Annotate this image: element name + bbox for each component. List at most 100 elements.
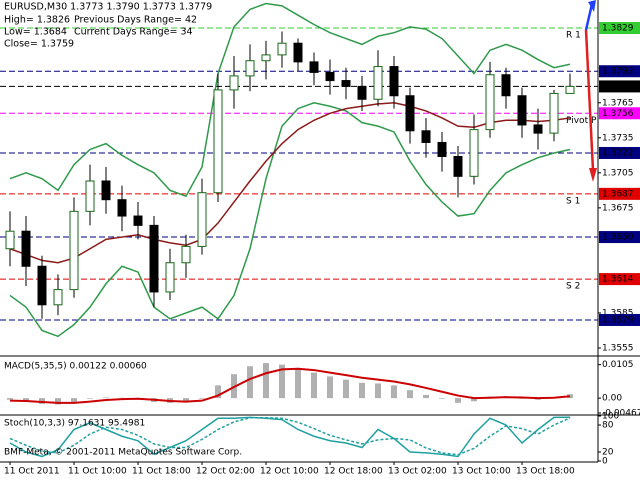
candle-body <box>101 180 111 201</box>
y-tick-label: 1.3735 <box>602 133 634 143</box>
info: Close= 1.3759 <box>4 39 74 50</box>
y-tick-label: 0 <box>602 457 608 467</box>
macd-bar <box>391 385 397 399</box>
macd-bar <box>215 385 221 399</box>
copyright: BMF-Meta, © 2001-2011 MetaQuotes Softwar… <box>4 448 242 458</box>
down-arrow <box>584 29 595 171</box>
y-tick-label: 100 <box>602 412 619 422</box>
macd-bar <box>407 390 413 399</box>
level-label: 1.3687 <box>602 189 634 199</box>
candle-body <box>389 66 399 97</box>
candle-body <box>357 85 367 100</box>
macd-bar <box>183 398 189 402</box>
macd-title: MACD(5,35,5) 0.00122 0.00060 <box>4 362 147 372</box>
candle-body <box>69 210 79 291</box>
candle-body <box>21 230 31 267</box>
y-tick-label: -0.00467 <box>602 409 640 419</box>
x-tick-label: 13 Oct 02:00 <box>388 467 447 477</box>
candle-body <box>213 89 223 194</box>
macd-bar <box>439 398 445 399</box>
x-tick-label: 11 Oct 2011 <box>4 467 60 477</box>
y-tick-label: 80 <box>602 421 614 431</box>
indicator-line <box>9 367 571 404</box>
candle-body <box>5 230 15 250</box>
level-name: R 1 <box>566 31 581 41</box>
x-tick-label: 12 Oct 18:00 <box>324 467 383 477</box>
level-label: 1.3829 <box>602 24 634 34</box>
x-tick-label: 13 Oct 18:00 <box>516 467 575 477</box>
candle-body <box>149 224 159 293</box>
y-tick-label: 0.0105 <box>602 360 634 370</box>
level-label: 1.3579 <box>602 315 634 325</box>
down-arrow-head <box>589 168 597 182</box>
level-label: 1.3792 <box>602 67 634 77</box>
candle-body <box>117 199 127 217</box>
up-arrow-head <box>588 0 596 12</box>
info: High= 1.3826 <box>4 15 70 26</box>
candle-body <box>245 60 255 77</box>
candle-body <box>533 124 543 134</box>
macd-bar <box>359 382 365 399</box>
candle-body <box>325 71 335 82</box>
candle-body <box>453 155 463 177</box>
level-name: S 1 <box>566 196 580 206</box>
candle-body <box>85 180 95 212</box>
macd-bar <box>23 398 29 402</box>
macd-bar <box>103 397 109 399</box>
macd-bar <box>295 368 301 399</box>
macd-bar <box>455 398 461 403</box>
y-tick-label: 0.00 <box>602 394 622 404</box>
level-label-bg <box>599 107 640 120</box>
candle-body <box>373 66 383 100</box>
level-label-bg <box>599 313 640 326</box>
x-tick-label: 12 Oct 10:00 <box>260 467 319 477</box>
level-label: 1.3756 <box>602 109 634 119</box>
level-name: S 2 <box>566 282 580 292</box>
level-label-bg <box>599 146 640 159</box>
x-tick-label: 11 Oct 10:00 <box>68 467 127 477</box>
macd-bar <box>55 398 61 405</box>
candle-body <box>293 42 303 63</box>
candle-body <box>421 130 431 143</box>
level-label-bg <box>599 231 640 244</box>
macd-bar <box>311 372 317 399</box>
candle-body <box>229 75 239 91</box>
candle-body <box>565 85 575 94</box>
level-label: 1.3614 <box>602 275 634 285</box>
info: Low= 1.3684 <box>4 27 67 38</box>
level-label: 1.3650 <box>602 233 634 243</box>
candle-body <box>517 95 527 126</box>
macd-bar <box>247 366 253 399</box>
macd-bar <box>375 383 381 399</box>
y-tick-label: 1.3765 <box>602 98 634 108</box>
y-tick-label: 1.3675 <box>602 203 634 213</box>
macd-bar <box>71 398 77 402</box>
level-label-bg <box>599 65 640 78</box>
level-label-bg <box>599 187 640 200</box>
x-tick-label: 12 Oct 02:00 <box>196 467 255 477</box>
candle-body <box>549 92 559 134</box>
up-arrow <box>584 3 594 31</box>
chart-title: EURUSD,M30 1.3773 1.3790 1.3773 1.3779 <box>4 2 212 13</box>
macd-bar <box>423 394 429 399</box>
info: Previous Days Range= 42 <box>74 15 197 26</box>
macd-bar <box>567 394 573 399</box>
level-name: Pivot P <box>566 116 597 126</box>
macd-bar <box>343 379 349 399</box>
candle-body <box>405 95 415 132</box>
level-label-bg <box>599 22 640 35</box>
level-label-bg <box>599 273 640 286</box>
indicator-line <box>9 101 571 338</box>
indicator-line <box>9 2 571 198</box>
candle-body <box>501 74 511 97</box>
candle-body <box>197 192 207 247</box>
x-tick-label: 13 Oct 10:00 <box>452 467 511 477</box>
macd-bar <box>87 398 93 399</box>
level-label: 1.3779 <box>602 82 634 92</box>
candle-body <box>437 141 447 157</box>
macd-bar <box>7 398 13 400</box>
macd-bar <box>279 364 285 399</box>
candle-body <box>309 61 319 73</box>
